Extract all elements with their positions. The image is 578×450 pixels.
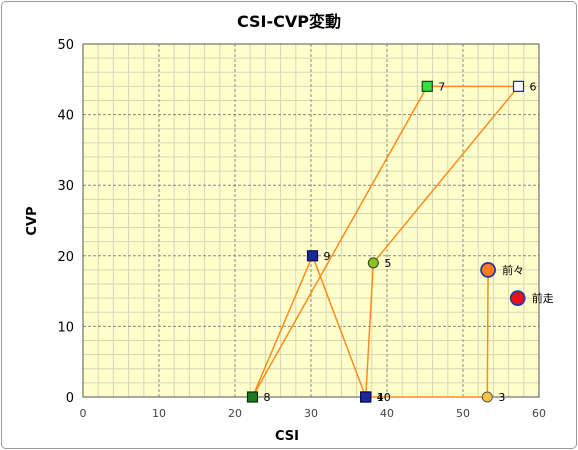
y-tick-label: 10 — [57, 320, 74, 335]
y-tick-label: 30 — [57, 179, 74, 194]
data-point-6 — [512, 80, 525, 92]
series-markers — [246, 80, 526, 403]
y-tick-label: 20 — [57, 250, 74, 265]
data-point-8 — [246, 391, 259, 403]
x-axis-ticks: 0 10 20 30 40 50 60 — [80, 407, 547, 420]
data-point-前々 — [480, 262, 496, 278]
x-tick-label: 50 — [456, 407, 470, 420]
series-lines — [251, 85, 521, 398]
data-point-5 — [367, 257, 379, 269]
point-label-4: 4 — [377, 391, 384, 404]
x-tick-label: 40 — [380, 407, 394, 420]
plot-border — [82, 43, 540, 398]
data-point-7 — [421, 80, 433, 92]
data-point-10 — [360, 391, 372, 403]
major-grid — [83, 44, 539, 397]
point-label-5: 5 — [384, 257, 391, 270]
x-tick-label: 20 — [228, 407, 242, 420]
point-label-8: 8 — [263, 391, 270, 404]
point-label-10: 10 — [377, 391, 391, 404]
x-tick-label: 0 — [80, 407, 87, 420]
data-point-3 — [481, 391, 493, 403]
y-axis-label: CVP — [25, 206, 40, 235]
data-point-前走 — [509, 290, 526, 307]
point-label-3: 3 — [498, 391, 505, 404]
series-line — [251, 85, 521, 398]
point-label-前々: 前々 — [502, 263, 524, 277]
y-tick-label: 0 — [66, 391, 74, 406]
x-tick-label: 60 — [532, 407, 546, 420]
point-label-前走: 前走 — [532, 291, 554, 305]
y-tick-label: 40 — [57, 109, 74, 124]
point-label-9: 9 — [324, 250, 331, 263]
connector-line — [486, 269, 489, 398]
point-label-6: 6 — [529, 80, 536, 93]
y-axis-ticks: 0 10 20 30 40 50 — [57, 38, 74, 406]
x-tick-label: 10 — [152, 407, 166, 420]
chart-title: CSI-CVP変動 — [237, 12, 341, 31]
point-label-7: 7 — [438, 80, 445, 93]
x-tick-label: 30 — [304, 407, 318, 420]
data-point-9 — [306, 250, 319, 262]
y-tick-label: 50 — [57, 38, 74, 53]
x-axis-label: CSI — [275, 429, 299, 444]
